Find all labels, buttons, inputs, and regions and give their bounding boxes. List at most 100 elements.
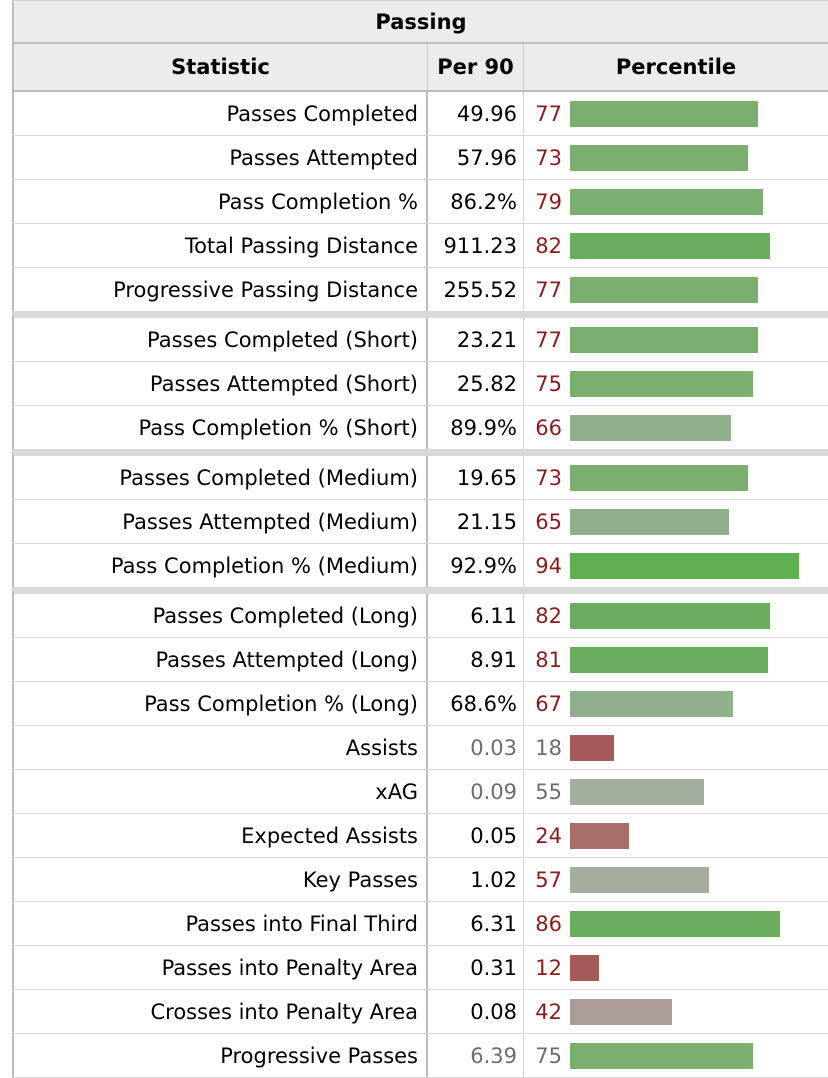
percentile-value: 73 <box>535 145 562 170</box>
percentile-bar <box>570 464 748 491</box>
percentile-value: 79 <box>535 189 562 214</box>
percentile-bar <box>570 866 709 893</box>
percentile-cell: 12 <box>524 946 828 989</box>
percentile-bar <box>570 822 629 849</box>
statistic-label: Passes into Penalty Area <box>14 946 428 989</box>
table-row: Pass Completion % (Long) 68.6% 67 <box>12 682 828 726</box>
per90-value: 25.82 <box>428 362 524 405</box>
per90-value: 49.96 <box>428 92 524 135</box>
percentile-bar <box>570 144 748 171</box>
percentile-cell: 18 <box>524 726 828 769</box>
header-percentile[interactable]: Percentile <box>615 55 737 79</box>
percentile-value: 42 <box>535 999 562 1024</box>
table-row: Passes Completed (Medium) 19.65 73 <box>12 450 828 500</box>
percentile-cell: 75 <box>524 362 828 405</box>
percentile-bar <box>570 998 672 1025</box>
table-row: Total Passing Distance 911.23 82 <box>12 224 828 268</box>
percentile-bar <box>570 232 770 259</box>
per90-value: 86.2% <box>428 180 524 223</box>
percentile-bar-track <box>570 414 814 441</box>
per90-value: 911.23 <box>428 224 524 267</box>
percentile-cell: 81 <box>524 638 828 681</box>
percentile-cell: 24 <box>524 814 828 857</box>
statistic-label: Passes Completed <box>14 92 428 135</box>
percentile-bar <box>570 188 763 215</box>
table-row: Passes Completed (Long) 6.11 82 <box>12 588 828 638</box>
percentile-cell: 65 <box>524 500 828 543</box>
percentile-bar <box>570 100 758 127</box>
table-row: Passes Completed (Short) 23.21 77 <box>12 312 828 362</box>
per90-value: 92.9% <box>428 544 524 587</box>
percentile-value: 86 <box>535 911 562 936</box>
table-row: Passes Attempted (Medium) 21.15 65 <box>12 500 828 544</box>
per90-value: 0.08 <box>428 990 524 1033</box>
header-statistic[interactable]: Statistic <box>14 44 428 90</box>
statistic-label: Passes Completed (Short) <box>14 318 428 361</box>
percentile-bar <box>570 1042 753 1069</box>
percentile-value: 66 <box>535 415 562 440</box>
percentile-bar-track <box>570 232 814 259</box>
percentile-bar-track <box>570 690 814 717</box>
percentile-bar <box>570 508 729 535</box>
statistic-label: Pass Completion % (Short) <box>14 406 428 449</box>
table-row: Assists 0.03 18 <box>12 726 828 770</box>
statistic-label: Progressive Passing Distance <box>14 268 428 311</box>
statistic-label: Total Passing Distance <box>14 224 428 267</box>
percentile-value: 65 <box>535 509 562 534</box>
statistic-label: Passes Completed (Long) <box>14 594 428 637</box>
table-row: Passes Completed 49.96 77 <box>12 92 828 136</box>
percentile-bar <box>570 370 753 397</box>
table-row: Progressive Passes 6.39 75 <box>12 1034 828 1078</box>
percentile-value: 55 <box>535 779 562 804</box>
table-row: xAG 0.09 55 <box>12 770 828 814</box>
table-title: Passing <box>12 0 828 44</box>
percentile-bar-track <box>570 464 814 491</box>
percentile-bar-track <box>570 508 814 535</box>
percentile-bar <box>570 276 758 303</box>
percentile-cell: 86 <box>524 902 828 945</box>
percentile-bar-track <box>570 998 814 1025</box>
per90-value: 0.03 <box>428 726 524 769</box>
percentile-bar <box>570 910 780 937</box>
table-row: Passes Attempted 57.96 73 <box>12 136 828 180</box>
percentile-value: 75 <box>535 371 562 396</box>
percentile-cell: 73 <box>524 136 828 179</box>
statistic-label: Key Passes <box>14 858 428 901</box>
percentile-value: 82 <box>535 603 562 628</box>
statistic-label: Pass Completion % <box>14 180 428 223</box>
percentile-bar-track <box>570 1042 814 1069</box>
per90-value: 6.31 <box>428 902 524 945</box>
percentile-value: 67 <box>535 691 562 716</box>
percentile-cell: 77 <box>524 318 828 361</box>
header-row: Statistic Per 90 Percentile <box>12 44 828 92</box>
percentile-bar <box>570 646 768 673</box>
percentile-cell: 67 <box>524 682 828 725</box>
table-row: Passes into Final Third 6.31 86 <box>12 902 828 946</box>
per90-value: 57.96 <box>428 136 524 179</box>
statistic-label: xAG <box>14 770 428 813</box>
table-row: Pass Completion % (Short) 89.9% 66 <box>12 406 828 450</box>
per90-value: 21.15 <box>428 500 524 543</box>
per90-value: 0.31 <box>428 946 524 989</box>
per90-value: 6.11 <box>428 594 524 637</box>
percentile-value: 75 <box>535 1043 562 1068</box>
statistic-label: Assists <box>14 726 428 769</box>
passing-table: Passing Statistic Per 90 Percentile Pass… <box>12 0 828 1078</box>
percentile-value: 77 <box>535 327 562 352</box>
percentile-cell: 55 <box>524 770 828 813</box>
percentile-bar-track <box>570 822 814 849</box>
percentile-value: 57 <box>535 867 562 892</box>
statistic-label: Progressive Passes <box>14 1034 428 1077</box>
percentile-cell: 82 <box>524 594 828 637</box>
percentile-value: 94 <box>535 553 562 578</box>
percentile-bar-track <box>570 370 814 397</box>
percentile-cell: 79 <box>524 180 828 223</box>
statistic-label: Passes Attempted (Medium) <box>14 500 428 543</box>
header-per90[interactable]: Per 90 <box>428 44 524 90</box>
percentile-bar <box>570 690 733 717</box>
percentile-bar-track <box>570 552 814 579</box>
percentile-bar-track <box>570 144 814 171</box>
per90-value: 1.02 <box>428 858 524 901</box>
statistic-label: Passes Completed (Medium) <box>14 456 428 499</box>
percentile-bar <box>570 954 599 981</box>
